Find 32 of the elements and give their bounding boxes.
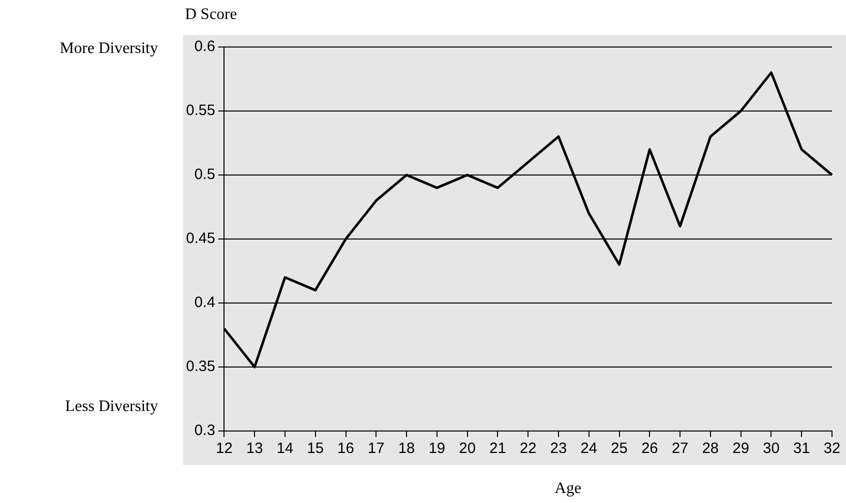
x-tick-label: 25 [610,440,628,458]
y-axis-title: D Score [185,6,237,24]
y-tick-label: 0.5 [194,166,216,184]
y-tick-label: 0.55 [186,102,216,120]
x-tick-label: 29 [732,440,750,458]
x-tick-label: 13 [246,440,263,458]
x-tick-label: 19 [428,440,446,458]
x-tick-label: 20 [458,440,476,458]
x-tick-label: 26 [641,440,658,458]
y-tick-label: 0.35 [186,358,216,376]
x-tick-label: 17 [368,440,384,458]
x-tick-label: 16 [337,440,354,458]
x-tick-label: 24 [580,440,598,458]
x-tick-label: 31 [793,440,810,458]
y-tick-label: 0.3 [194,422,216,440]
x-tick-label: 18 [398,440,415,458]
x-tick-label: 27 [672,440,688,458]
x-tick-label: 15 [307,440,324,458]
x-tick-label: 23 [550,440,567,458]
x-tick-label: 22 [520,440,536,458]
text: Less Diversity [64,398,158,416]
x-axis-title: Age [554,480,582,498]
x-tick-label: 28 [702,440,719,458]
y-tick-label: 0.6 [194,38,216,56]
x-tick-label: 30 [762,440,780,458]
x-tick-label: 32 [824,440,840,458]
y-tick-label: 0.45 [186,230,216,248]
x-tick-label: 14 [276,440,294,458]
x-tick-label: 21 [489,440,506,458]
x-tick-label: 12 [216,440,233,458]
y-tick-label: 0.4 [194,294,216,312]
text: More Diversity [58,40,158,58]
